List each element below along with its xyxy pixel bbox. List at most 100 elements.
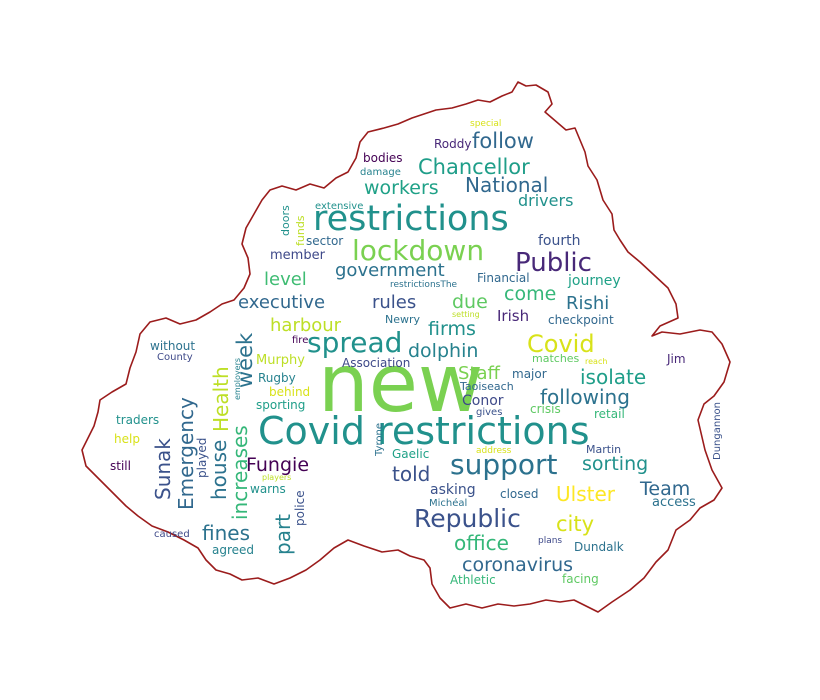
word-martin: Martin xyxy=(586,443,621,456)
word-ulster: Ulster xyxy=(556,482,616,506)
word-sector: sector xyxy=(306,234,343,248)
word-support: support xyxy=(450,448,558,481)
word-due: due xyxy=(452,291,488,313)
word-dundalk: Dundalk xyxy=(574,540,624,554)
word-fourth: fourth xyxy=(538,233,581,249)
word-fire: fire xyxy=(292,335,308,346)
word-murphy: Murphy xyxy=(256,353,305,368)
word-lockdown: lockdown xyxy=(352,234,484,267)
word-new: new xyxy=(318,337,483,430)
word-rugby: Rugby xyxy=(258,371,296,385)
word-athletic: Athletic xyxy=(450,573,496,587)
word-covid-restrictions: Covid restrictions xyxy=(258,409,590,453)
word-told: told xyxy=(392,462,430,486)
word-access: access xyxy=(652,495,696,510)
word-caused: caused xyxy=(154,529,190,540)
word-executive: executive xyxy=(238,292,325,313)
word-doors: doors xyxy=(279,205,292,236)
word-gives: gives xyxy=(476,407,502,418)
word-sporting: sporting xyxy=(256,398,305,412)
word-financial: Financial xyxy=(477,271,530,285)
word-dolphin: dolphin xyxy=(408,340,478,362)
word-still: still xyxy=(110,459,131,473)
word-setting: setting xyxy=(452,310,480,319)
word-following: following xyxy=(540,385,630,409)
word-address: address xyxy=(476,446,512,456)
word-players: players xyxy=(262,473,291,482)
word-dungannon: Dungannon xyxy=(712,402,723,460)
word-jim: Jim xyxy=(666,352,686,366)
word-city: city xyxy=(556,512,594,536)
word-gaelic: Gaelic xyxy=(392,447,429,461)
word-level: level xyxy=(264,269,307,290)
word-employers: employers xyxy=(233,358,242,400)
word-staff: Staff xyxy=(458,363,501,384)
northern-ireland-outline xyxy=(81,81,731,613)
word-team: Team xyxy=(639,478,690,500)
word-public: Public xyxy=(515,248,592,278)
word-traders: traders xyxy=(116,413,159,427)
word-harbour: harbour xyxy=(270,315,342,336)
word-chancellor: Chancellor xyxy=(418,155,530,179)
word-crisis: crisis xyxy=(530,402,561,416)
word-roddy: Roddy xyxy=(434,137,471,151)
word-journey: journey xyxy=(567,273,621,289)
word-warns: warns xyxy=(250,482,286,496)
word-newry: Newry xyxy=(385,313,421,326)
word-retail: retail xyxy=(594,407,625,421)
word-major: major xyxy=(512,367,547,381)
word-come: come xyxy=(504,283,556,305)
word-checkpoint: checkpoint xyxy=(548,313,614,327)
word-fungie: Fungie xyxy=(246,454,309,476)
word-spread: spread xyxy=(307,326,402,359)
word-reach: reach xyxy=(585,357,607,366)
word-workers: workers xyxy=(364,177,439,199)
word-facing: facing xyxy=(562,572,599,586)
word-restrictions: restrictions xyxy=(313,199,509,239)
word-coronavirus: coronavirus xyxy=(462,554,573,576)
word-funds: funds xyxy=(294,215,307,246)
word-matches: matches xyxy=(532,352,580,365)
word-without: without xyxy=(150,339,195,353)
word-county: County xyxy=(157,352,193,363)
word-association: Association xyxy=(342,356,410,370)
word-damage: damage xyxy=(360,167,401,178)
word-irish: Irish xyxy=(497,307,529,325)
word-part: part xyxy=(271,514,295,555)
word-rishi: Rishi xyxy=(566,293,609,314)
word-sorting: sorting xyxy=(582,453,648,475)
word-increases: increases xyxy=(228,425,252,520)
word-week: week xyxy=(233,332,257,388)
word-office: office xyxy=(454,531,509,555)
word-fines: fines xyxy=(202,521,250,545)
word-extensive: extensive xyxy=(315,201,363,212)
word-asking: asking xyxy=(430,482,476,498)
word-plans: plans xyxy=(538,536,562,546)
word-house: house xyxy=(207,440,231,500)
word-played: played xyxy=(195,438,209,478)
word-emergency: Emergency xyxy=(174,397,198,510)
word-firms: firms xyxy=(428,318,476,340)
word-national: National xyxy=(465,173,548,197)
word-taoiseach: Taoiseach xyxy=(459,380,514,393)
word-member: member xyxy=(270,248,326,263)
word-drivers: drivers xyxy=(518,191,573,210)
word-republic: Republic xyxy=(414,504,521,533)
word-follow: follow xyxy=(472,129,534,153)
word-behind: behind xyxy=(269,385,310,399)
word-sunak: Sunak xyxy=(151,438,175,500)
word-tyrone: Tyrone xyxy=(374,423,385,457)
word-covid: Covid xyxy=(527,330,595,358)
word-restrictionsthe: restrictionsThe xyxy=(390,280,458,290)
word-agreed: agreed xyxy=(212,543,254,557)
word-isolate: isolate xyxy=(580,365,646,389)
word-police: police xyxy=(293,490,307,526)
word-bodies: bodies xyxy=(363,151,403,165)
word-conor: Conor xyxy=(462,393,504,409)
word-help: help xyxy=(114,432,140,446)
word-special: special xyxy=(470,119,501,129)
word-rules: rules xyxy=(372,292,416,313)
word-health: Health xyxy=(209,366,233,432)
